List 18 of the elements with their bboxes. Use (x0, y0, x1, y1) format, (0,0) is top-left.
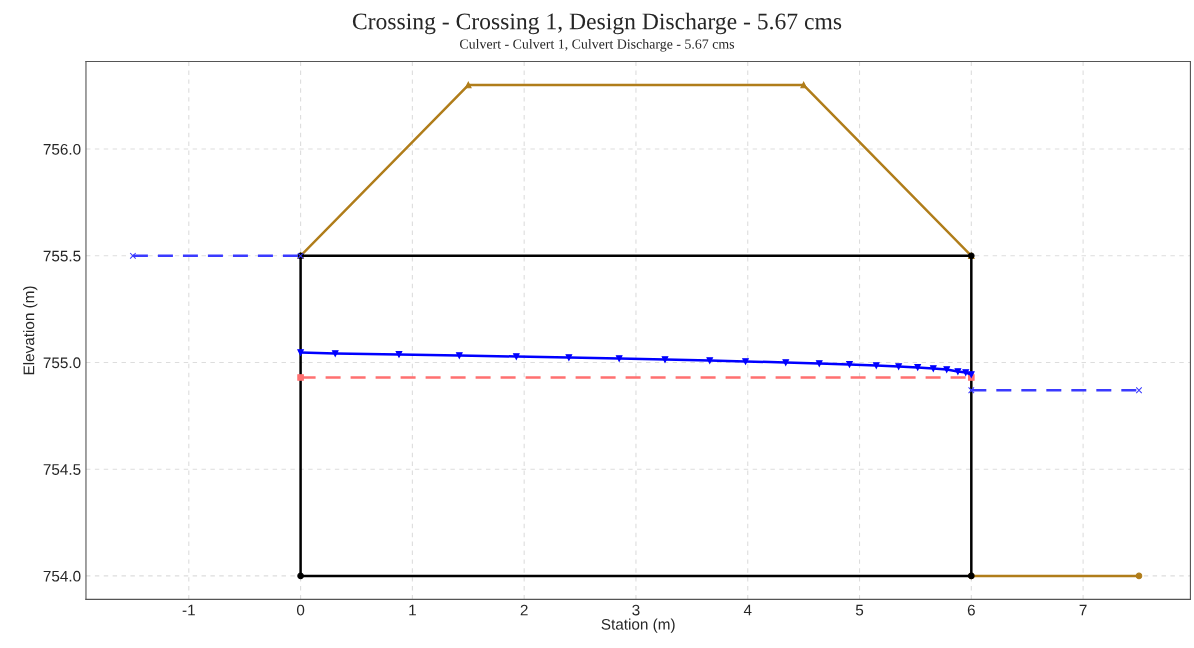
y-tick-label: 754.0 (43, 570, 81, 582)
y-tick-label: 756.0 (43, 143, 81, 155)
x-tick-label: 3 (632, 604, 640, 616)
chart-title: Crossing - Crossing 1, Design Discharge - 5.67 cms (352, 12, 842, 35)
x-tick-label: 4 (743, 604, 752, 616)
x-tick-label: 0 (296, 604, 305, 616)
x-tick-label: 6 (967, 604, 975, 616)
y-tick-label: 755.0 (43, 357, 81, 369)
x-tick-label: 5 (855, 604, 864, 616)
x-tick-label: 7 (1079, 604, 1087, 616)
x-tick-label: 1 (409, 604, 416, 616)
x-axis-title: Station (m) (601, 618, 675, 633)
x-tick-label: 2 (520, 604, 528, 616)
y-axis-title: Elevation (m) (23, 286, 38, 375)
chart-subtitle: Culvert - Culvert 1, Culvert Discharge - 5.67 cms (459, 38, 735, 52)
x-tick-label: -1 (182, 604, 195, 616)
y-tick-label: 755.5 (43, 250, 81, 262)
y-tick-label: 754.5 (43, 464, 81, 475)
